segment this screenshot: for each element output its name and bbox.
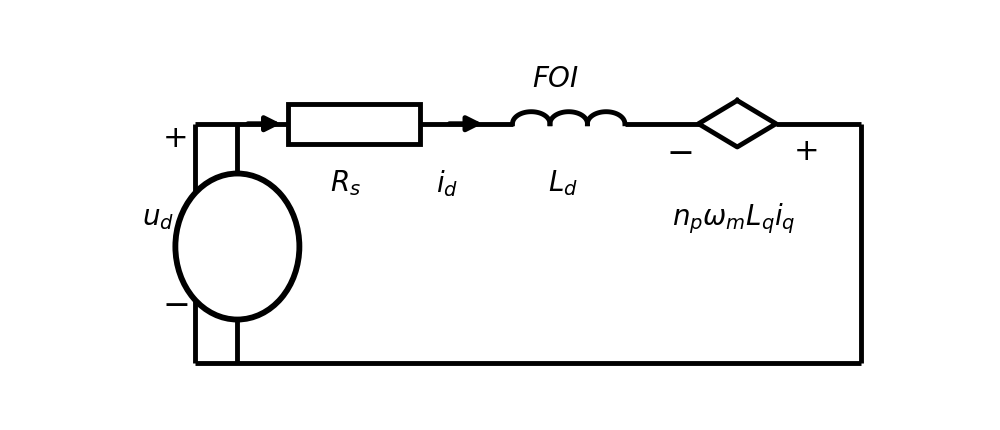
Text: $-$: $-$ [666, 135, 692, 167]
Text: $R_s$: $R_s$ [330, 167, 361, 197]
Text: $n_p\omega_m L_q i_q$: $n_p\omega_m L_q i_q$ [672, 200, 795, 235]
Text: $u_d$: $u_d$ [142, 203, 174, 231]
Text: $+$: $+$ [793, 136, 818, 166]
Text: $-$: $-$ [162, 287, 189, 319]
Text: $FOI$: $FOI$ [532, 65, 579, 93]
Text: $i_d$: $i_d$ [436, 167, 458, 198]
Polygon shape [698, 101, 776, 147]
Text: $+$: $+$ [162, 123, 186, 152]
Bar [288, 104, 420, 144]
Ellipse shape [175, 174, 299, 320]
Text: $L_d$: $L_d$ [548, 167, 578, 197]
